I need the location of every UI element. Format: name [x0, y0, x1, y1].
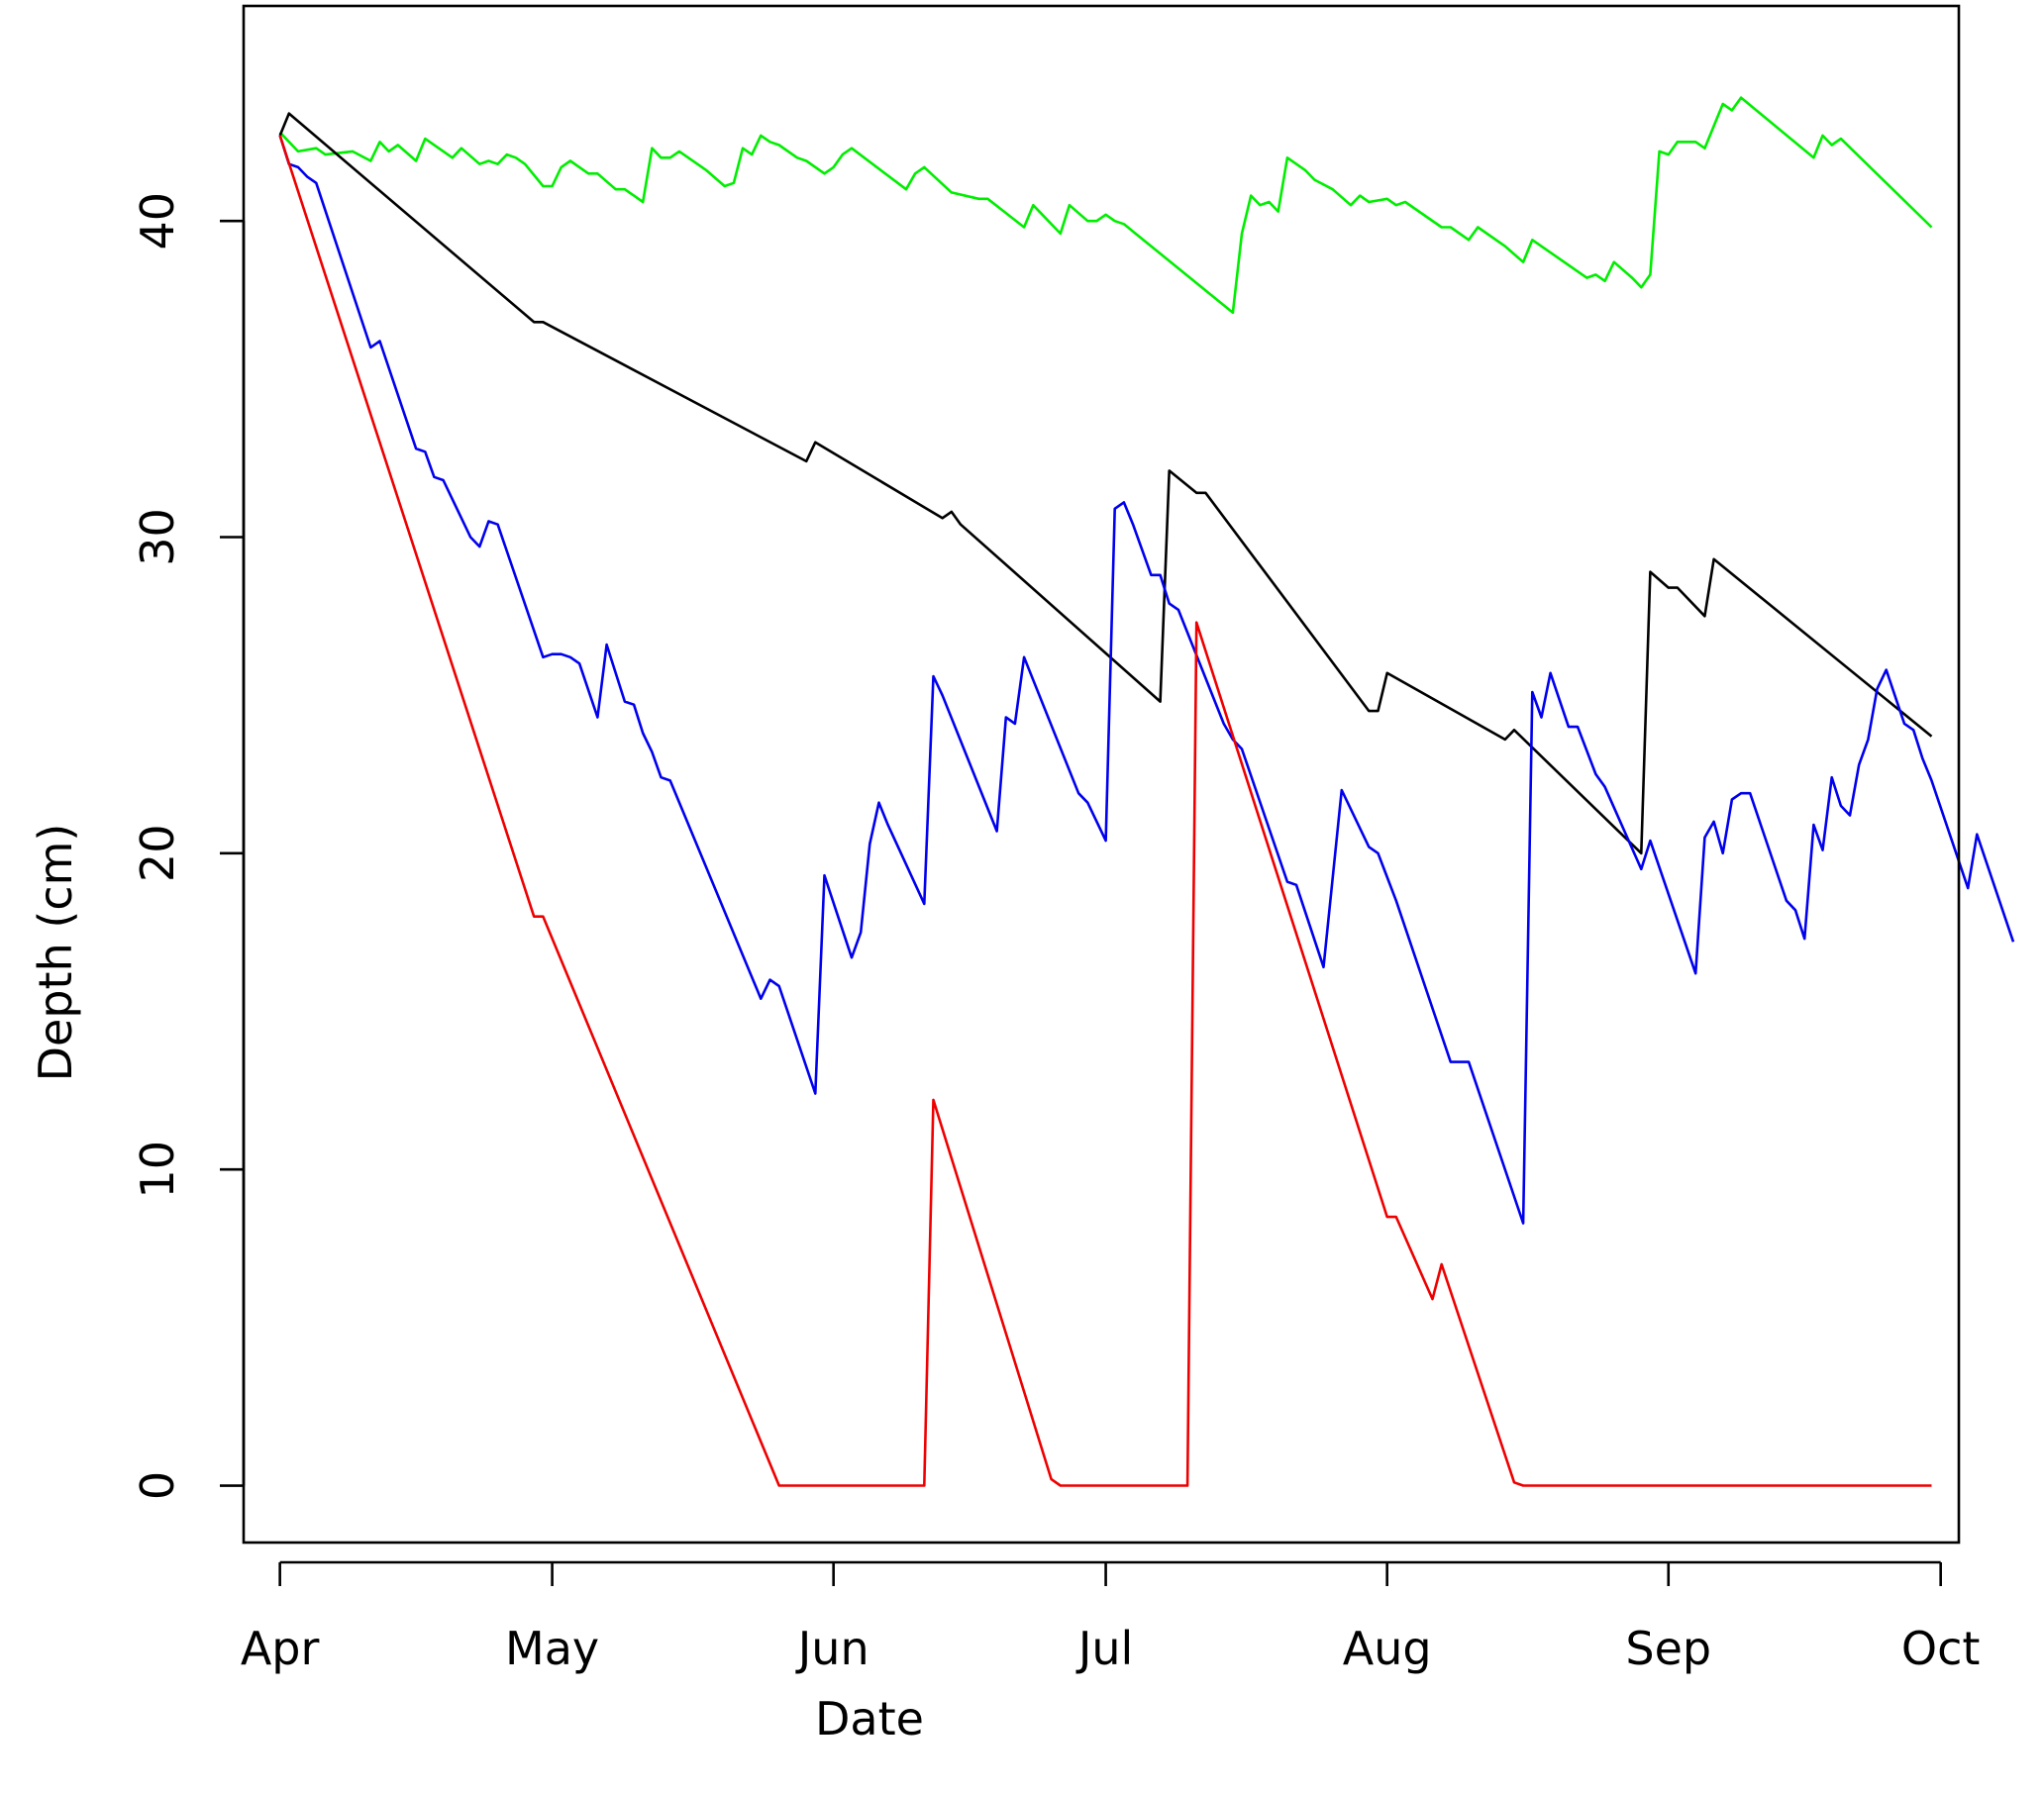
x-axis: Apr May Jun Jul Aug Sep Oct [241, 1560, 1981, 1675]
series-layer [278, 96, 2015, 1487]
y-tick-label: 20 [131, 825, 184, 883]
y-tick-label: 30 [131, 508, 184, 566]
y-axis: 0 10 20 30 40 [131, 192, 246, 1500]
x-tick-label: Jul [1075, 1622, 1134, 1675]
x-tick-label: Jun [795, 1622, 869, 1675]
x-tick-label: Aug [1343, 1622, 1432, 1675]
plot-frame [242, 4, 1961, 1545]
series-line-3 [278, 135, 1932, 1487]
x-axis-title: Date [815, 1692, 924, 1745]
series-line-1 [278, 112, 1933, 855]
y-tick-label: 40 [131, 192, 184, 250]
series-line-2 [278, 135, 2015, 1225]
x-tick-label: Sep [1625, 1622, 1711, 1675]
x-tick-label: Oct [1901, 1622, 1981, 1675]
series-line-0 [278, 96, 1933, 315]
x-tick-label: Apr [241, 1622, 320, 1675]
y-axis-title: Depth (cm) [29, 824, 82, 1082]
x-tick-label: May [505, 1622, 599, 1675]
y-tick-label: 10 [131, 1141, 184, 1199]
y-tick-label: 0 [131, 1471, 184, 1500]
